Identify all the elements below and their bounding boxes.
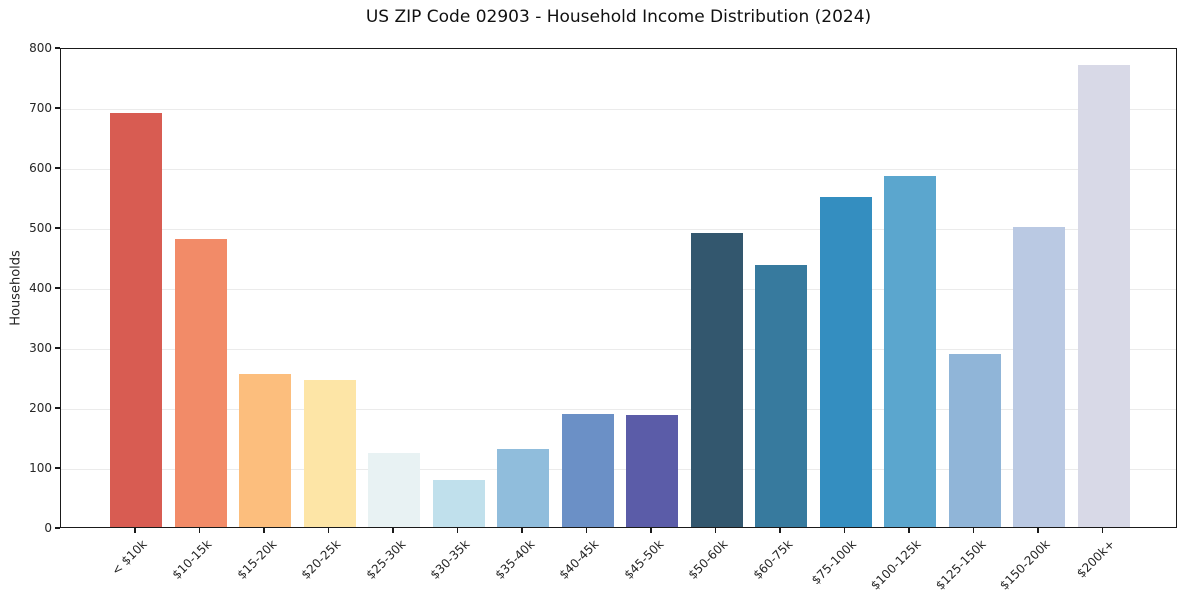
y-tick-mark-700: [55, 107, 60, 109]
gridline-100: [61, 468, 1176, 470]
y-tick-mark-200: [55, 407, 60, 409]
y-tick-mark-800: [55, 47, 60, 49]
bar-10: [755, 264, 807, 527]
x-tick-mark-12: [908, 528, 910, 533]
gridline-300: [61, 348, 1176, 350]
x-tick-label-7: $40-45k: [556, 537, 602, 582]
gridline-200: [61, 408, 1176, 410]
y-tick-label-200: 200: [29, 401, 52, 415]
x-tick-mark-7: [585, 528, 588, 533]
bar-13: [948, 353, 1001, 527]
plot-area: [60, 48, 1177, 528]
bar-2: [239, 374, 291, 527]
x-tick-label-11: $75-100k: [809, 537, 860, 588]
bar-4: [368, 452, 420, 527]
gridline-700: [61, 108, 1176, 110]
x-tick-mark-0: [134, 528, 136, 533]
bar-15: [1077, 65, 1130, 527]
y-tick-mark-300: [55, 347, 60, 349]
y-tick-mark-500: [55, 227, 60, 229]
y-tick-label-0: 0: [44, 521, 52, 535]
gridline-600: [61, 168, 1176, 170]
x-tick-mark-15: [1101, 528, 1104, 533]
gridline-400: [61, 288, 1176, 290]
bar-7: [561, 414, 614, 527]
y-tick-label-600: 600: [29, 161, 52, 175]
bar-5: [432, 480, 485, 527]
x-tick-label-0: < $10k: [109, 537, 150, 578]
x-tick-label-2: $15-20k: [234, 537, 279, 582]
x-tick-mark-6: [521, 528, 523, 533]
x-tick-mark-14: [1037, 528, 1039, 533]
x-tick-label-3: $20-25k: [298, 537, 344, 582]
x-tick-mark-4: [392, 528, 394, 533]
bar-11: [819, 197, 872, 527]
bar-12: [884, 176, 936, 527]
x-tick-mark-9: [714, 528, 717, 533]
x-tick-label-5: $30-35k: [427, 537, 473, 582]
x-tick-mark-13: [972, 528, 975, 533]
x-tick-label-8: $45-50k: [621, 537, 666, 582]
x-tick-mark-8: [650, 528, 652, 533]
y-tick-mark-100: [55, 467, 60, 469]
x-tick-label-4: $25-30k: [363, 537, 408, 582]
y-tick-mark-0: [55, 527, 60, 529]
bar-3: [303, 380, 356, 527]
x-tick-label-12: $100-125k: [868, 537, 924, 590]
gridline-500: [61, 228, 1176, 230]
y-tick-label-400: 400: [29, 281, 52, 295]
x-tick-label-14: $150-200k: [997, 537, 1053, 590]
x-tick-mark-11: [843, 528, 846, 533]
x-tick-mark-5: [456, 528, 459, 533]
bar-6: [497, 449, 549, 527]
chart-title: US ZIP Code 02903 - Household Income Dis…: [365, 7, 872, 27]
bar-9: [690, 233, 743, 527]
bar-1: [174, 239, 227, 527]
y-tick-label-100: 100: [29, 461, 52, 475]
x-tick-label-6: $35-40k: [492, 537, 537, 582]
x-tick-label-1: $10-15k: [169, 537, 215, 582]
x-tick-mark-10: [779, 528, 781, 533]
y-tick-mark-400: [55, 287, 60, 289]
y-tick-label-300: 300: [29, 341, 52, 355]
bar-8: [626, 415, 678, 527]
x-tick-label-10: $60-75k: [750, 537, 795, 582]
x-tick-mark-2: [263, 528, 265, 533]
y-tick-label-500: 500: [29, 221, 52, 235]
x-tick-label-13: $125-150k: [932, 537, 989, 590]
y-tick-label-800: 800: [29, 41, 52, 55]
y-tick-mark-600: [55, 167, 60, 169]
x-tick-mark-3: [327, 528, 330, 533]
bar-14: [1013, 227, 1065, 527]
x-tick-mark-1: [198, 528, 201, 533]
x-tick-label-15: $200k+: [1073, 537, 1118, 581]
y-tick-label-700: 700: [29, 101, 52, 115]
x-tick-label-9: $50-60k: [685, 537, 731, 582]
bar-0: [110, 113, 162, 527]
